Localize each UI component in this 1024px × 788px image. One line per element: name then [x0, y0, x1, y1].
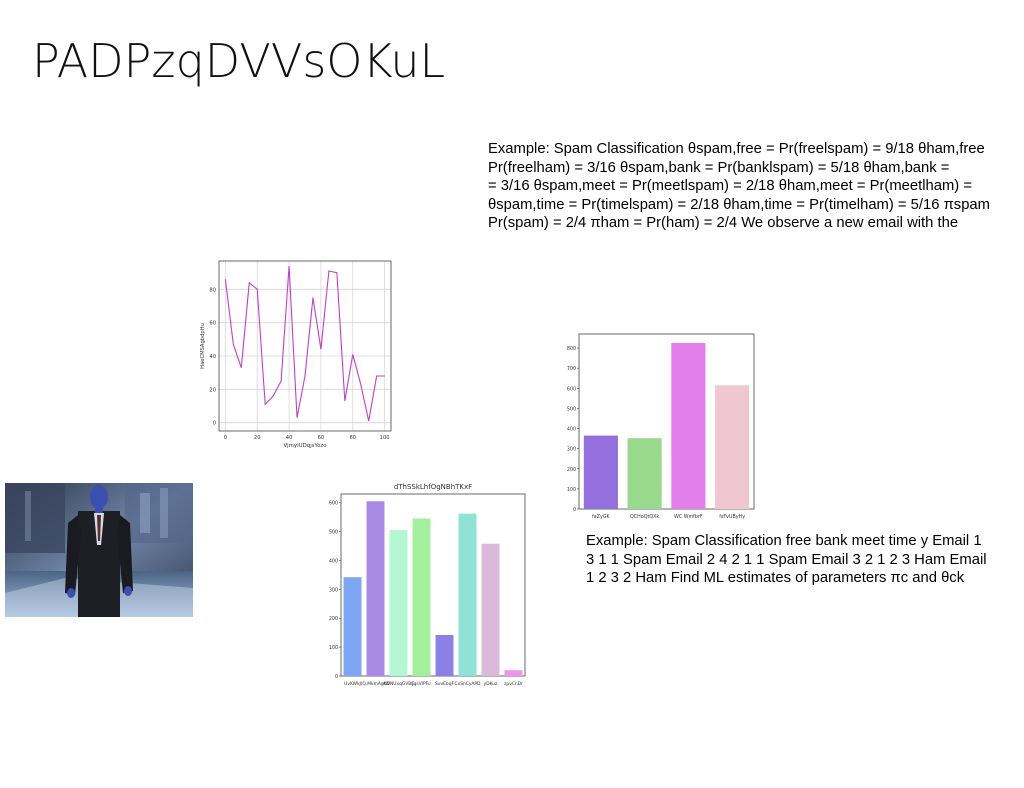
bar [583, 435, 618, 509]
line-chart-svg: 0 20 40 60 80 100 0 20 40 60 80 VjmyIUDqjsYozo HaeCM… [200, 260, 392, 449]
bar [366, 501, 385, 676]
y-tick-label: 600 [567, 386, 576, 392]
plot-frame [340, 493, 526, 677]
bar-chart-right: 0 100 200 300 400 500 600 700 800 faZyGK QCHoQtQXk… [556, 330, 760, 526]
x-tick-label: 80 [349, 435, 356, 441]
slide-title: PADPzqDVVsOKuL [32, 34, 446, 88]
y-tick-label: 500 [567, 406, 576, 412]
y-tick-label: 300 [329, 587, 338, 593]
y-tick-label: 100 [567, 487, 576, 493]
y-tick-label: 600 [329, 501, 338, 507]
text-line: θspam,time = Pr(timelspam) = 2/18 θham,t… [488, 196, 990, 213]
x-tick-label: 60 [318, 435, 325, 441]
y-tick-label: 500 [329, 530, 338, 536]
y-tick-label: 400 [567, 427, 576, 433]
text-line: 1 2 3 2 Ham Find ML estimates of paramet… [586, 570, 965, 586]
text-line: Pr(freelham) = 3/16 θspam,bank = Pr(bank… [488, 159, 950, 176]
x-tick-label: 0 [224, 435, 227, 441]
bar [343, 577, 362, 676]
x-tick-label: UvKWkJ [344, 681, 361, 687]
plot-frame [578, 333, 755, 510]
x-tick-label: zpvCnDr [504, 681, 523, 687]
x-tick-label: WC WmfbrF [674, 514, 703, 520]
bar [671, 343, 706, 509]
line-series [224, 265, 385, 422]
x-tick-label: IQ.MkmAgKD [361, 681, 390, 687]
y-tick-label: 40 [209, 354, 216, 360]
text-line: Pr(spam) = 2/4 πham = Pr(ham) = 2/4 We o… [488, 215, 959, 231]
x-tick-label: fsFvUByHy [719, 514, 745, 520]
bar [715, 385, 750, 509]
bar [389, 530, 408, 676]
x-tick-label: CxSnCyAPD [455, 681, 482, 687]
y-tick-label: 20 [209, 387, 216, 393]
bar [504, 670, 523, 676]
y-tick-label: 0 [213, 421, 216, 427]
x-tick-label: 40 [286, 435, 293, 441]
y-tick-label: 800 [567, 346, 576, 352]
text-line: Example: Spam Classification free bank m… [586, 533, 982, 549]
x-tick-label: 20 [254, 435, 261, 441]
x-axis-label: VjmyIUDqjsYozo [283, 443, 326, 449]
bar [458, 513, 477, 676]
bar [481, 543, 500, 676]
y-tick-label: 700 [567, 366, 576, 372]
chart-title: dThSSkLhfOgNBhTKxF [394, 483, 472, 491]
x-tick-label: 100 [380, 435, 390, 441]
y-tick-label: 400 [329, 558, 338, 564]
bar-chart-bottom-svg: dThSSkLhfOgNBhTKxF 0 100 200 300 400 500 600 UvK… [329, 483, 526, 687]
plot-frame [218, 260, 392, 432]
y-tick-label: 200 [329, 616, 338, 622]
bar [435, 634, 454, 676]
y-tick-label: 60 [209, 321, 216, 327]
text-line: = 3/16 θspam,meet = Pr(meetlspam) = 2/18… [488, 178, 972, 194]
text-block-bottom: Example: Spam Classification free bank m… [586, 532, 1022, 588]
line-chart: 0 20 40 60 80 100 0 20 40 60 80 VjmyIUDqjsYozo HaeCM… [196, 256, 402, 452]
y-tick-label: 0 [335, 674, 338, 680]
x-tick-label: SuvEbqF [435, 681, 455, 687]
text-line: Example: Spam Classification θspam,free … [488, 141, 985, 157]
y-tick-label: 80 [209, 287, 216, 293]
y-tick-label: 300 [567, 447, 576, 453]
bar-chart-right-svg: 0 100 200 300 400 500 600 700 800 faZyGK QCHoQtQXk… [567, 333, 755, 520]
y-tick-label: 200 [567, 467, 576, 473]
x-tick-label: AWNUxqGVBE [383, 681, 414, 687]
bar [412, 518, 431, 676]
x-tick-label: JgsVIPFu [411, 681, 431, 687]
photo-illustration [5, 483, 193, 617]
y-tick-label: 0 [573, 507, 576, 513]
person-in-suit-photo [5, 483, 193, 617]
text-line: 3 1 1 Spam Email 2 4 2 1 1 Spam Email 3 … [586, 551, 987, 568]
bar [627, 438, 662, 509]
x-tick-label: yDKuz [484, 681, 498, 687]
x-tick-label: QCHoQtQXk [630, 514, 659, 520]
y-tick-label: 100 [329, 645, 338, 651]
bar-chart-bottom: dThSSkLhfOgNBhTKxF 0 100 200 300 400 500 600 UvK… [320, 478, 532, 692]
x-tick-label: faZyGK [592, 514, 610, 520]
y-axis-label: HaeCMSAgbdpHu [200, 323, 206, 369]
text-block-top: Example: Spam Classification θspam,free … [488, 140, 1024, 233]
